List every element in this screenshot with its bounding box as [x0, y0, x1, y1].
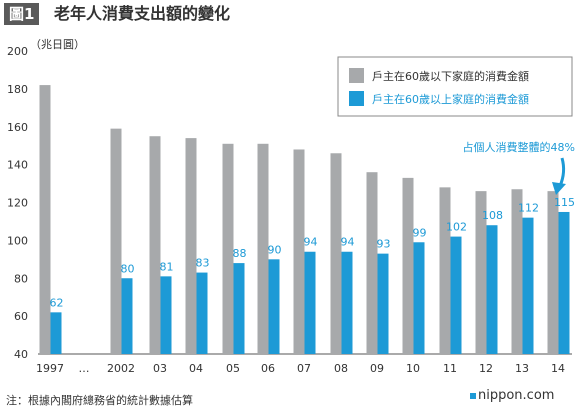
bar-over60 — [50, 312, 62, 354]
bar-under60 — [439, 187, 451, 354]
bar-under60 — [366, 172, 378, 354]
y-tick-label: 100 — [7, 234, 28, 247]
bar-under60 — [110, 128, 122, 354]
title-bar: 圖1 老年人消費支出額的變化 — [0, 0, 584, 30]
bar-under60 — [222, 143, 234, 354]
legend-swatch-over60 — [349, 91, 364, 106]
bar-over60 — [413, 242, 425, 354]
brand-logo: nippon.com — [470, 388, 554, 403]
data-label: 88 — [233, 247, 247, 260]
bar-under60 — [293, 149, 305, 354]
data-label: 93 — [377, 238, 391, 251]
legend-swatch-under60 — [349, 68, 364, 83]
bar-over60 — [121, 278, 133, 354]
data-label: 112 — [518, 202, 539, 215]
data-label: 80 — [121, 262, 135, 275]
x-tick-label: 03 — [153, 362, 167, 375]
bar-over60 — [450, 236, 462, 354]
data-label: 90 — [268, 243, 282, 256]
bar-under60 — [39, 85, 51, 355]
figure-label: 圖1 — [4, 3, 40, 25]
x-tick-label: 09 — [370, 362, 384, 375]
x-tick-label: … — [79, 362, 90, 375]
bar-over60 — [196, 272, 208, 354]
x-tick-label: 12 — [479, 362, 493, 375]
annotation-arrow — [558, 157, 566, 187]
bar-under60 — [149, 136, 161, 354]
arrow-head-icon — [552, 182, 566, 195]
bar-over60 — [341, 251, 353, 354]
x-tick-label: 1997 — [36, 362, 64, 375]
data-label: 83 — [196, 257, 210, 270]
x-tick-label: 05 — [226, 362, 240, 375]
data-label: 62 — [50, 296, 64, 309]
data-label: 115 — [554, 196, 575, 209]
data-label: 108 — [482, 209, 503, 222]
y-tick-label: 40 — [14, 348, 28, 361]
bar-under60 — [257, 143, 269, 354]
y-tick-label: 120 — [7, 197, 28, 210]
brand-text: nippon.com — [478, 388, 555, 403]
footnote: 注：根據內閣府總務省的統計數據估算 — [6, 394, 193, 407]
data-label: 81 — [160, 260, 174, 273]
y-tick-label: 80 — [14, 272, 28, 285]
bar-over60 — [268, 259, 280, 354]
x-tick-label: 14 — [551, 362, 565, 375]
x-tick-label: 06 — [261, 362, 275, 375]
legend-label-over60: 戶主在60歲以上家庭的消費金額 — [372, 92, 529, 106]
bar-over60 — [233, 263, 245, 354]
chart-title: 老年人消費支出額的變化 — [54, 4, 231, 23]
bar-under60 — [547, 191, 559, 354]
y-tick-label: 180 — [7, 83, 28, 96]
x-tick-label: 08 — [334, 362, 348, 375]
bar-over60 — [558, 211, 570, 354]
bar-under60 — [511, 189, 523, 354]
x-tick-label: 10 — [406, 362, 420, 375]
x-tick-label: 11 — [443, 362, 457, 375]
data-label: 102 — [446, 221, 467, 234]
x-tick-label: 04 — [189, 362, 203, 375]
brand-dot-icon — [470, 392, 476, 399]
bar-over60 — [522, 217, 534, 354]
bar-over60 — [160, 276, 172, 354]
bar-under60 — [330, 153, 342, 354]
bar-over60 — [377, 253, 389, 354]
y-tick-label: 200 — [7, 45, 28, 58]
bar-under60 — [402, 177, 414, 354]
legend-box — [337, 56, 573, 117]
y-tick-label: 160 — [7, 121, 28, 134]
x-tick-label: 2002 — [107, 362, 135, 375]
bar-under60 — [475, 191, 487, 354]
bar-under60 — [185, 138, 197, 354]
y-tick-label: 140 — [7, 159, 28, 172]
data-label: 94 — [341, 236, 355, 249]
y-tick-label: 60 — [14, 310, 28, 323]
bar-over60 — [304, 251, 316, 354]
legend-label-under60: 戶主在60歲以下家庭的消費金額 — [372, 69, 529, 83]
y-axis-unit: （兆日圓） — [30, 38, 85, 51]
bar-over60 — [486, 225, 498, 354]
data-label: 99 — [413, 226, 427, 239]
x-tick-label: 13 — [515, 362, 529, 375]
data-label: 94 — [304, 236, 318, 249]
annotation-text: 占個人消費整體的48% — [463, 140, 575, 154]
x-tick-label: 07 — [297, 362, 311, 375]
